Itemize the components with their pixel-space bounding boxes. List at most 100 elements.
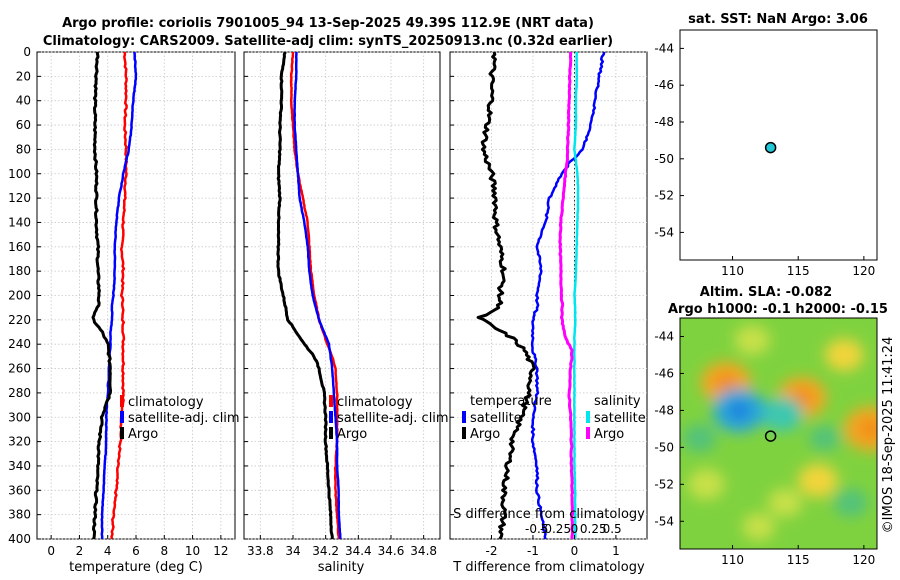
map-x-tick-label: 120 [852,264,875,278]
map-y-tick-label: -52 [654,477,674,491]
y-tick-label: 20 [16,69,31,83]
x-tick-label: -2 [485,544,497,558]
sla-map: Altim. SLA: -0.082 Argo h1000: -0.1 h200… [654,285,888,567]
legend-label-argo: Argo [128,427,158,442]
map-y-tick-label: -50 [654,152,674,166]
temperature-panel: 0 2 4 6 8 10 120204060801001201401601802002202… [8,45,240,575]
map-x-tick-label: 110 [721,264,744,278]
sla-anomaly-blob [761,396,804,432]
x-tick-label: 34.8 [410,544,437,558]
x-tick-label: 2 [76,544,84,558]
y-tick-label: 300 [8,410,31,424]
legend-swatch-sal-argo [586,427,590,439]
legend-label-climatology: climatology [128,395,204,410]
legend-swatch-sal-satellite [586,411,590,423]
legend-label-sal-argo: Argo [594,427,624,442]
map-y-tick-label: -46 [654,78,674,92]
sla-anomaly-blob [742,513,776,541]
map-y-tick-label: -44 [654,329,674,343]
series-line-satellite-adj-clim [293,52,342,540]
series-line-satellite-adj-clim [100,51,138,540]
sla-anomaly-blob [824,338,864,371]
series-line-salinity-satellite [572,51,580,540]
imos-credit: ©IMOS 18-Sep-2025 11:41:24 [881,337,896,534]
series-line-argo [91,51,112,540]
y-tick-label: 80 [16,142,31,156]
s-difference-axis-label: S difference from climatology [453,507,645,522]
map-y-tick-label: -44 [654,41,674,55]
x-tick-label: 4 [104,544,112,558]
map-y-tick-label: -46 [654,366,674,380]
sla-anomaly-blob [833,488,868,517]
y-tick-label: 140 [8,215,31,229]
y-tick-label: 120 [8,191,31,205]
sla-anomaly-blob [808,425,841,452]
x-tick-label: -1 [527,544,539,558]
sla-anomaly-blob [682,423,717,453]
map-y-tick-label: -48 [654,403,674,417]
temperature-xlabel: temperature (deg C) [69,560,203,575]
legend-swatch-argo [329,427,333,439]
legend-label-argo: Argo [337,427,367,442]
x-tick-label: 0 [47,544,55,558]
map-y-tick-label: -54 [654,514,674,528]
figure-title-line2: Climatology: CARS2009. Satellite-adj cli… [43,34,613,49]
y-tick-label: 360 [8,483,31,497]
salinity-panel: 33.8 34 34.2 34.4 34.6 34.8 salinity climatol… [243,51,449,575]
legend-swatch-temp-argo [462,427,466,439]
series-line-salinity-argo [558,51,575,540]
map-x-tick-label: 115 [787,553,810,567]
y-tick-label: 0 [23,45,31,59]
legend-label-satellite: satellite-adj. clim [337,411,449,426]
legend-label-temp-satellite: satellite [470,411,522,426]
y-tick-label: 220 [8,313,31,327]
x-tick-label: 1 [612,544,620,558]
legend-label-climatology: climatology [337,395,413,410]
x-tick-label: 8 [160,544,168,558]
y-tick-label: 320 [8,435,31,449]
y-tick-label: 40 [16,94,31,108]
argo-float-marker [764,430,777,442]
y-tick-label: 260 [8,362,31,376]
sla-anomaly-blob [768,488,803,517]
map-y-tick-label: -54 [654,225,674,239]
y-tick-label: 380 [8,508,31,522]
map-y-tick-label: -52 [654,189,674,203]
x-tick-label: 34.4 [345,544,372,558]
series-line-temperature-argo [476,51,536,540]
argo-float-marker [764,141,777,154]
y-tick-label: 200 [8,289,31,303]
s-diff-tick-label: -0.5 [525,522,548,536]
series-line-temperature-satellite [530,51,606,540]
map-y-tick-label: -48 [654,115,674,129]
legend-swatch-climatology [120,395,124,407]
x-tick-label: 12 [213,544,228,558]
s-diff-tick-label: 0.5 [603,522,622,536]
difference-xlabel: T difference from climatology [452,560,645,575]
sla-anomaly-core [859,418,877,439]
sst-map-frame [679,29,878,261]
x-tick-label: 33.8 [247,544,274,558]
y-tick-label: 280 [8,386,31,400]
sla-anomaly-blob [687,468,725,500]
map-x-tick-label: 115 [787,264,810,278]
legend-swatch-temp-satellite [462,411,466,423]
salinity-legend: climatology satellite-adj. clim Argo [329,395,449,442]
y-tick-label: 180 [8,264,31,278]
legend-swatch-satellite [120,411,124,423]
series-line-climatology [110,51,129,540]
difference-legend: temperature salinity satellite Argo sate… [462,394,646,442]
temperature-legend: climatology satellite-adj. clim Argo [120,395,240,442]
y-tick-label: 100 [8,167,31,181]
figure-title-line1: Argo profile: coriolis 7901005_94 13-Sep… [62,16,594,31]
legend-title-salinity: salinity [594,394,641,409]
legend-swatch-satellite [329,411,333,423]
legend-swatch-argo [120,427,124,439]
x-tick-label: 34 [285,544,300,558]
x-tick-label: 10 [185,544,200,558]
x-tick-label: 0 [571,544,579,558]
x-tick-label: 34.2 [312,544,339,558]
series-line-argo [276,51,334,540]
map-y-tick-label: -50 [654,440,674,454]
